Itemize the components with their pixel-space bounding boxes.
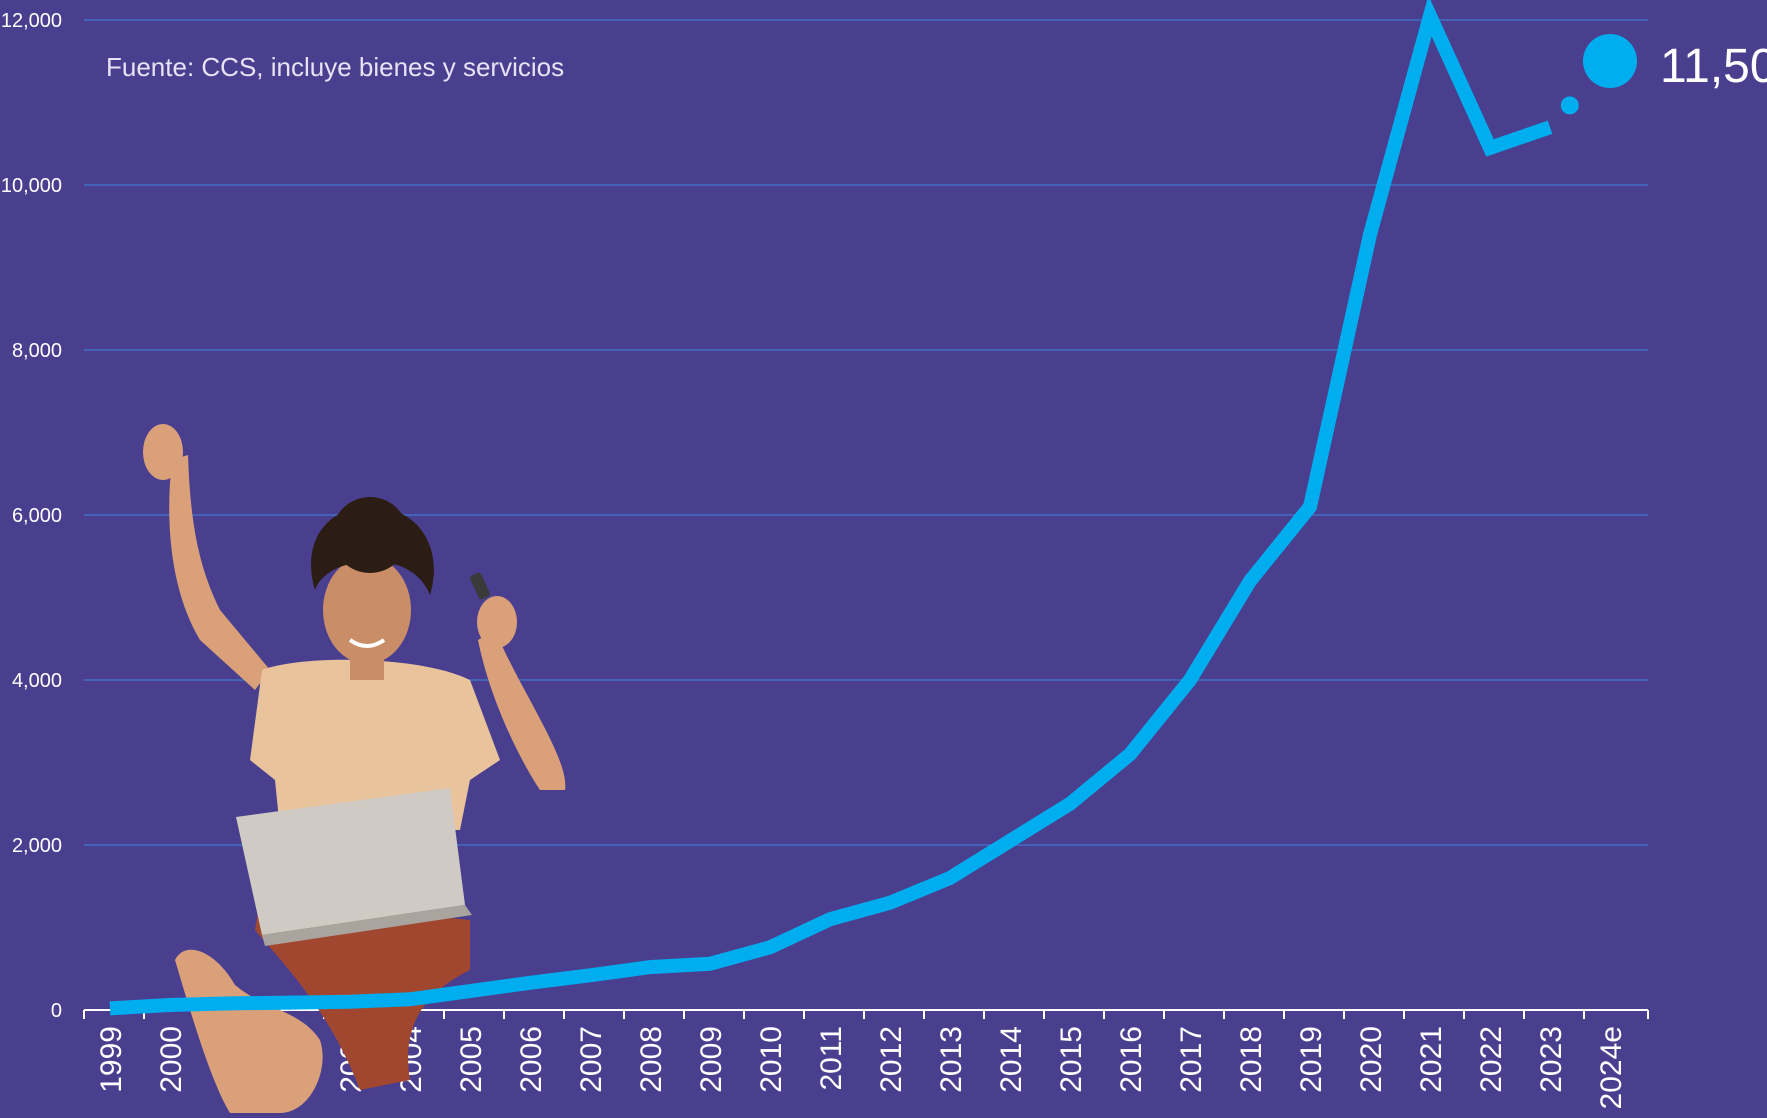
x-tick-label: 2006 — [515, 1026, 548, 1093]
y-tick-label: 6,000 — [12, 505, 62, 527]
source-note: Fuente: CCS, incluye bienes y servicios — [106, 52, 564, 82]
y-tick-label: 10,000 — [1, 175, 62, 197]
x-tick-label: 2015 — [1055, 1026, 1088, 1093]
right-fist — [477, 596, 517, 648]
x-tick-label: 2024e — [1595, 1026, 1628, 1109]
y-tick-label: 2,000 — [12, 835, 62, 857]
x-tick-label: 1999 — [95, 1026, 128, 1093]
estimate-dot — [1560, 96, 1579, 115]
series-line — [109, 0, 1553, 1016]
smile — [348, 638, 386, 648]
x-tick-label: 2007 — [575, 1026, 608, 1093]
shirt — [250, 659, 500, 830]
woman-with-laptop-illustration — [143, 424, 566, 1113]
data-points — [1560, 34, 1637, 115]
x-tick-label: 2009 — [695, 1026, 728, 1093]
feet — [175, 949, 323, 1113]
face — [323, 556, 411, 664]
x-tick-label: 2000 — [155, 1026, 188, 1093]
x-tick-label: 2018 — [1235, 1026, 1268, 1093]
x-tick-label: 2023 — [1535, 1026, 1568, 1093]
left-fist — [143, 424, 183, 480]
x-tick-label: 2014 — [995, 1026, 1028, 1093]
x-tick-label: 2011 — [815, 1026, 848, 1091]
y-axis-ticks: 0 2,000 4,000 6,000 8,000 10,000 12,000 — [1, 10, 62, 1022]
hair-bun — [332, 497, 408, 573]
x-tick-label: 2013 — [935, 1026, 968, 1093]
y-tick-label: 12,000 — [1, 10, 62, 32]
credit-card — [470, 572, 490, 600]
x-tick-label: 2010 — [755, 1026, 788, 1093]
end-value-label: 11,503 — [1660, 40, 1767, 93]
y-tick-label: 4,000 — [12, 670, 62, 692]
x-tick-label: 2019 — [1295, 1026, 1328, 1093]
x-tick-label: 2021 — [1415, 1026, 1448, 1093]
x-tick-label: 2022 — [1475, 1026, 1508, 1093]
x-tick-label: 2008 — [635, 1026, 668, 1093]
laptop — [236, 788, 465, 935]
x-tick-label: 2017 — [1175, 1026, 1208, 1093]
x-tick-label: 2020 — [1355, 1026, 1388, 1093]
x-tick-label: 2005 — [455, 1026, 488, 1093]
laptop-base — [262, 905, 472, 946]
left-arm — [169, 455, 270, 690]
y-tick-label: 0 — [51, 1000, 62, 1022]
x-tick-label: 2012 — [875, 1026, 908, 1093]
data-point — [1583, 34, 1637, 89]
y-tick-label: 8,000 — [12, 340, 62, 362]
x-tick-label: 2016 — [1115, 1026, 1148, 1093]
right-arm — [478, 630, 566, 790]
